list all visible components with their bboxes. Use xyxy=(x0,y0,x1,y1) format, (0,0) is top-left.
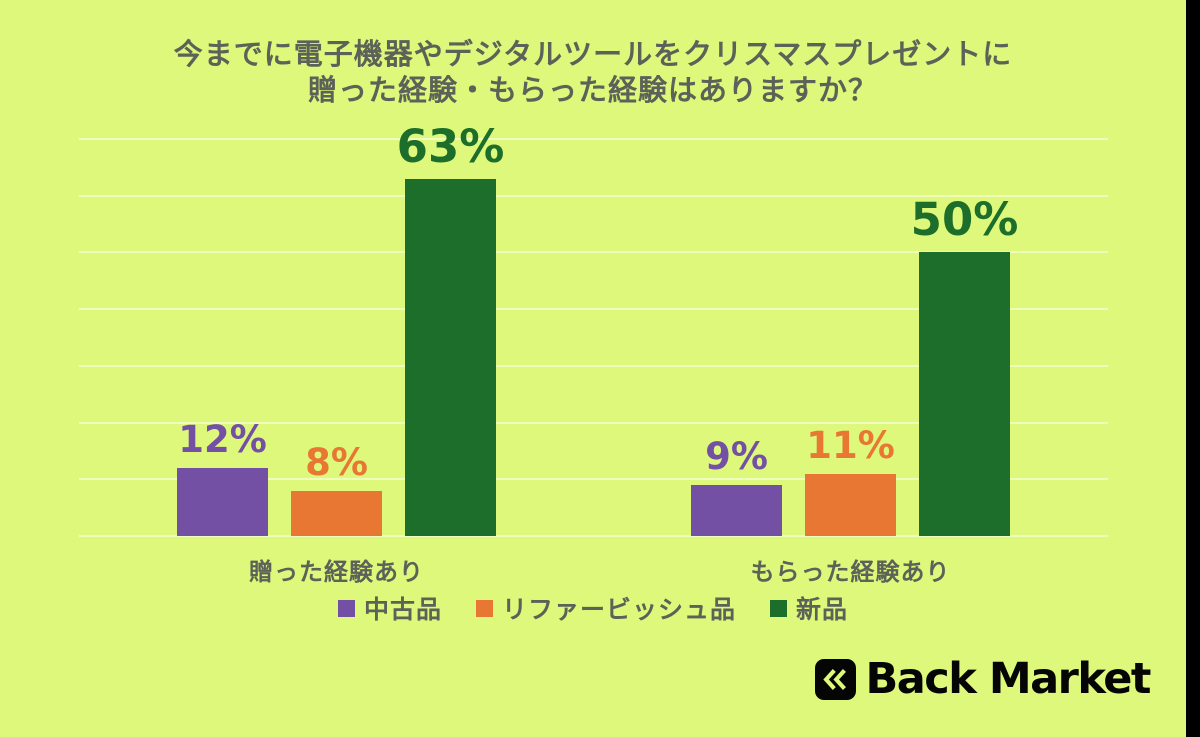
bar-リファービッシュ品-贈った経験あり xyxy=(291,490,382,536)
plot-area: 12% 8% 63% 贈った経験あり 9% 11% 50% もらった経験あり xyxy=(79,124,1108,586)
chart-title: 今までに電子機器やデジタルツールをクリスマスプレゼントに 贈った経験・もらった経… xyxy=(0,36,1186,108)
legend-label: 新品 xyxy=(796,595,849,624)
bar-value-label-リファービッシュ品-贈った経験あり: 8% xyxy=(305,440,368,484)
bar-新品-贈った経験あり xyxy=(405,178,496,536)
gridline-30 xyxy=(79,364,1108,367)
bar-value-label-中古品-贈った経験あり: 12% xyxy=(178,417,267,461)
gridline-10 xyxy=(79,478,1108,481)
legend-swatch-icon xyxy=(475,599,493,617)
gridline-70 xyxy=(79,138,1108,140)
legend-swatch-icon xyxy=(337,599,355,617)
gridline-40 xyxy=(79,308,1108,311)
legend-label: 中古品 xyxy=(363,595,442,624)
gridline-60 xyxy=(79,194,1108,197)
legend-swatch-icon xyxy=(770,599,787,617)
chart-title-line1: 今までに電子機器やデジタルツールをクリスマスプレゼントに xyxy=(173,37,1013,71)
bar-value-label-新品-贈った経験あり: 63% xyxy=(396,119,505,173)
legend-item-リファービッシュ品: リファービッシュ品 xyxy=(475,590,736,626)
category-label-贈った経験あり: 贈った経験あり xyxy=(249,558,424,586)
legend: 中古品 リファービッシュ品 新品 xyxy=(0,590,1186,626)
legend-item-中古品: 中古品 xyxy=(337,590,442,626)
bar-value-label-中古品-もらった経験あり: 9% xyxy=(705,434,768,478)
bar-value-label-新品-もらった経験あり: 50% xyxy=(910,193,1019,247)
logo-wordmark: Back Market xyxy=(865,654,1151,704)
back-market-logo: Back Market xyxy=(815,654,1151,704)
gridline-50 xyxy=(79,251,1108,254)
category-label-もらった経験あり: もらった経験あり xyxy=(750,558,951,586)
double-chevron-left-icon xyxy=(815,659,857,700)
gridline-20 xyxy=(79,421,1108,424)
gridline-0 xyxy=(79,535,1108,537)
chart-title-line2: 贈った経験・もらった経験はありますか？ xyxy=(307,73,878,107)
legend-label: リファービッシュ品 xyxy=(501,595,736,624)
bar-value-label-リファービッシュ品-もらった経験あり: 11% xyxy=(806,423,895,467)
bar-中古品-贈った経験あり xyxy=(177,467,268,536)
legend-item-新品: 新品 xyxy=(770,590,848,626)
bar-新品-もらった経験あり xyxy=(919,252,1010,536)
right-edge-black-bar xyxy=(1186,0,1200,737)
bar-中古品-もらった経験あり xyxy=(691,484,782,536)
bar-リファービッシュ品-もらった経験あり xyxy=(805,473,896,536)
